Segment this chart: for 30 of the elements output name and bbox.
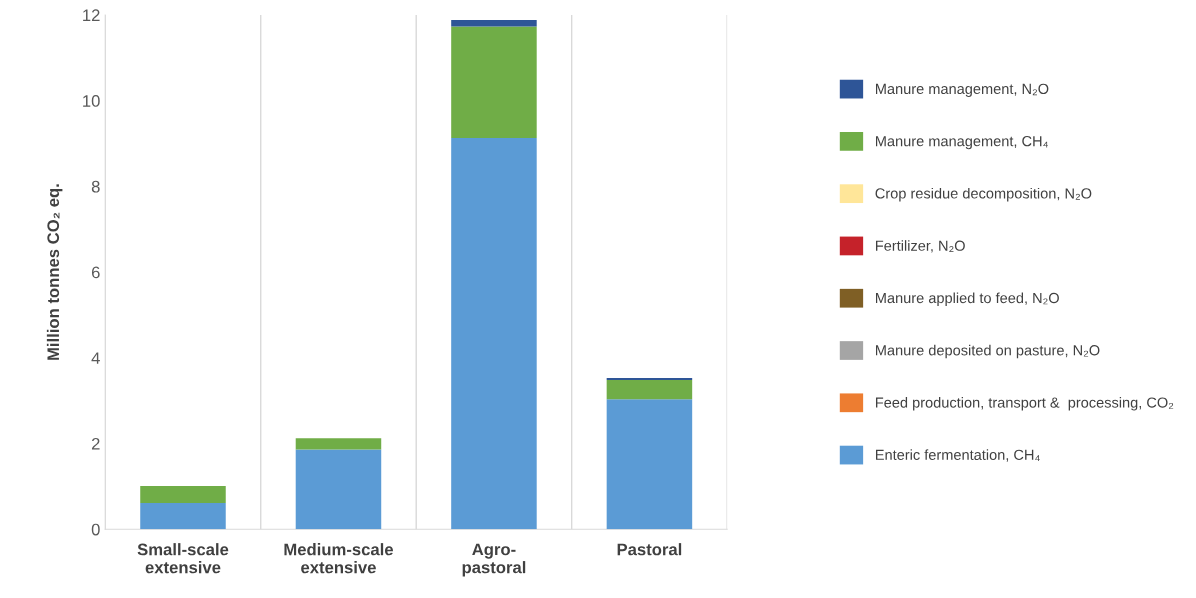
bar [606,377,693,381]
bar [140,503,226,530]
bar [451,20,537,27]
bar [451,26,537,138]
legend-label: Manure applied to feed, N₂O [876,292,1059,307]
legend-label: Crop residue decomposition, N₂O [875,187,1092,202]
legend-label: Manure deposited on pasture, N₂O [876,344,1100,359]
legend-label: Manure management, CH₄ [876,135,1048,150]
legend-label: Enteric fermentation, CH₄ [876,449,1040,462]
y-tick-label: 0 [91,523,100,536]
y-tick-label: 10 [83,95,100,107]
y-tick-label: 8 [91,180,100,193]
x-tick-label: Medium-scale extensive [284,543,394,574]
y-tick-label: 6 [91,266,100,279]
legend-label: Manure management, N₂O [876,83,1049,97]
y-tick-label: 4 [91,352,100,364]
bar [295,438,382,450]
x-tick-label: Pastoral [617,543,682,556]
bar [606,380,693,400]
legend-label: Feed production, transport & processing, CO₂ [876,397,1174,411]
y-tick-label: 12 [83,9,100,21]
y-tick-label: 2 [91,437,100,450]
bar [606,399,693,530]
y-axis-title: Million tonnes CO₂ eq. [46,184,63,360]
x-tick-label: Agro- pastoral [462,543,526,577]
bar [140,485,226,504]
legend-label: Fertilizer, N₂O [876,240,965,253]
bar [451,137,537,530]
x-tick-label: Small-scale extensive [137,543,229,574]
bar [295,449,382,530]
